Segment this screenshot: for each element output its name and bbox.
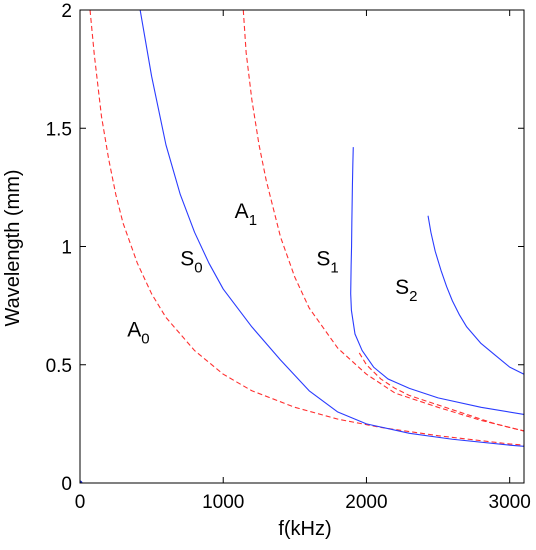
y-tick-label: 2 [61, 1, 72, 22]
curve-label-s2: S2 [395, 276, 417, 305]
x-ticks: 0 1000 2000 3000 [75, 10, 531, 513]
curve-a1-upper [358, 352, 524, 432]
curve-label-a0: A0 [127, 318, 149, 347]
curve-label-a1: A1 [235, 200, 257, 229]
curves [80, 10, 524, 483]
y-tick-label: 1 [61, 238, 72, 259]
plot-background [80, 10, 524, 483]
curve-label-s0: S0 [180, 247, 202, 276]
curve-label-letter: S [316, 247, 330, 270]
curve-label-subscript: 0 [141, 330, 149, 347]
y-tick-label: 0 [61, 474, 72, 495]
y-axis-title: Wavelength (mm) [2, 169, 24, 326]
curve-label-letter: S [180, 247, 194, 270]
curve-s1 [350, 147, 524, 415]
curve-label-s1: S1 [316, 247, 338, 276]
origin-marker [80, 480, 83, 483]
x-tick-label: 2000 [345, 492, 387, 513]
curve-a1 [242, 10, 524, 432]
x-axis-title: f(kHz) [278, 518, 331, 540]
curve-label-letter: A [235, 200, 249, 223]
curve-label-letter: A [127, 318, 141, 341]
curve-label-subscript: 1 [249, 212, 257, 229]
curve-s2 [427, 215, 524, 375]
y-tick-label: 0.5 [46, 356, 72, 377]
x-tick-label: 0 [75, 492, 86, 513]
curve-label-subscript: 2 [409, 288, 417, 305]
x-tick-label: 1000 [202, 492, 244, 513]
curve-label-letter: S [395, 276, 409, 299]
curve-label-subscript: 0 [194, 259, 202, 276]
x-tick-label: 3000 [489, 492, 531, 513]
curve-s0 [139, 10, 524, 447]
y-tick-label: 1.5 [46, 119, 72, 140]
curve-label-subscript: 1 [330, 259, 338, 276]
plot-area [80, 10, 524, 483]
y-ticks: 0 0.5 1 1.5 2 [46, 1, 524, 495]
